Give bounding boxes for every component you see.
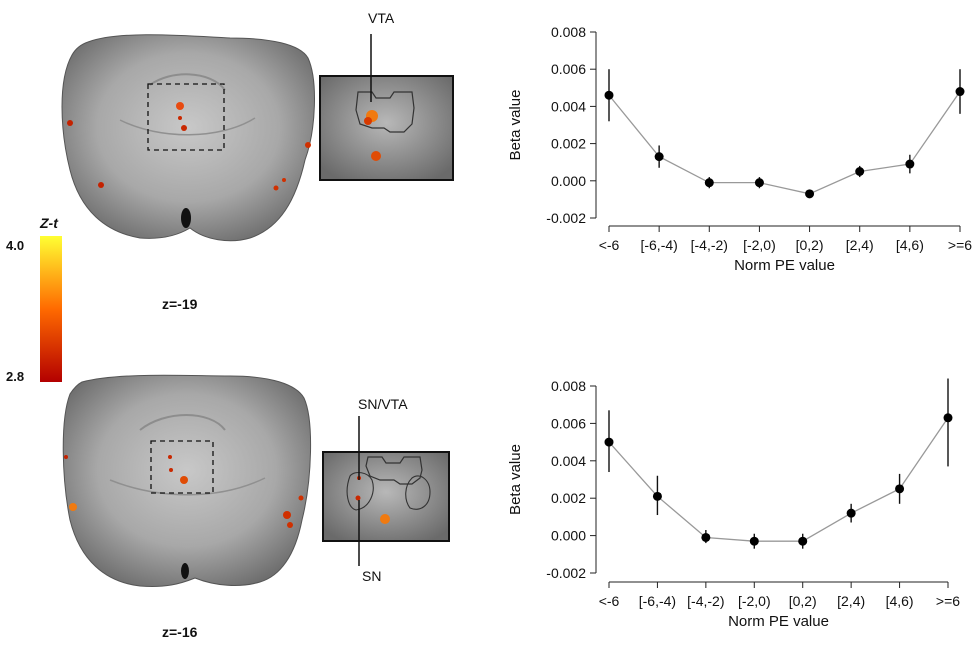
data-point — [943, 413, 953, 423]
x-tick-label: [0,2) — [796, 237, 824, 253]
roi-box-top — [147, 83, 225, 151]
x-tick-label: [0,2) — [789, 593, 817, 609]
brain-figure-top — [61, 34, 454, 242]
x-tick-label: [-6,-4) — [639, 593, 676, 609]
brain-figure-bottom — [62, 374, 450, 587]
y-tick-label: -0.002 — [546, 565, 586, 581]
y-tick-label: 0.002 — [551, 136, 586, 152]
x-axis-label: Norm PE value — [734, 257, 835, 274]
data-point — [749, 536, 759, 546]
series-line — [608, 91, 961, 195]
x-tick-label: [-2,0) — [743, 237, 776, 253]
data-point — [855, 167, 865, 176]
y-tick-label: 0.004 — [551, 98, 586, 114]
data-point — [604, 437, 614, 447]
series-line — [608, 417, 949, 542]
data-point — [955, 87, 965, 97]
vta-label: VTA — [368, 10, 395, 26]
y-tick-label: 0.000 — [551, 173, 586, 189]
data-point — [846, 508, 856, 518]
activation-blobs-bottom — [64, 455, 304, 528]
data-point — [704, 178, 714, 188]
colorbar-title: Z-t — [40, 215, 58, 231]
data-point — [905, 159, 915, 169]
x-tick-label: [-6,-4) — [640, 237, 677, 253]
y-tick-label: 0.004 — [551, 453, 586, 469]
data-point — [604, 90, 614, 100]
x-tick-label: <-6 — [599, 593, 620, 609]
x-tick-label: [2,4) — [846, 237, 874, 253]
y-tick-label: 0.002 — [551, 490, 586, 506]
y-tick-label: 0.006 — [551, 61, 586, 77]
y-axis-label: Beta value — [507, 90, 524, 161]
x-tick-label: [2,4) — [837, 593, 865, 609]
data-point — [895, 484, 905, 494]
sn-outline-left — [346, 471, 374, 511]
y-tick-label: 0.000 — [551, 528, 586, 544]
y-tick-label: 0.008 — [551, 378, 586, 394]
roi-box-bottom — [150, 440, 214, 494]
x-tick-label: [4,6) — [896, 237, 924, 253]
sn-label: SN — [362, 568, 382, 584]
x-tick-label: [-4,-2) — [691, 237, 728, 253]
y-tick-label: 0.006 — [551, 415, 586, 431]
x-tick-label: [-4,-2) — [687, 593, 724, 609]
brain-slice-top — [61, 34, 315, 242]
y-axis-label: Beta value — [507, 444, 524, 515]
x-tick-label: <-6 — [599, 237, 620, 253]
activation-blobs-top — [67, 102, 311, 191]
data-point — [652, 491, 662, 501]
slice-label-bottom: z=-16 — [162, 624, 198, 640]
sn-vta-label: SN/VTA — [358, 396, 408, 412]
inset-box-top — [319, 75, 454, 181]
data-point — [805, 189, 815, 199]
vta-outline — [355, 91, 415, 133]
inset-box-bottom — [322, 451, 450, 542]
beta-chart-top: 0.008 0.006 0.004 0.002 0.000 -0.002 <-6 [-6,-4… — [507, 24, 972, 274]
colorbar-min-label: 2.8 — [6, 369, 25, 384]
colorbar — [40, 236, 62, 382]
x-axis-label: Norm PE value — [728, 613, 829, 630]
slice-label-top: z=-19 — [162, 296, 198, 312]
x-tick-label: [4,6) — [886, 593, 914, 609]
data-point — [798, 536, 808, 546]
x-tick-label: >=6 — [948, 237, 972, 253]
beta-chart-bottom: 0.008 0.006 0.004 0.002 0.000 -0.002 <-6 [-6,-4… — [507, 378, 960, 630]
colorbar-max-label: 4.0 — [6, 238, 25, 253]
data-point — [654, 152, 664, 162]
sn-outline-right — [405, 475, 431, 510]
y-tick-label: -0.002 — [546, 210, 586, 226]
data-point — [754, 178, 764, 188]
x-tick-label: >=6 — [936, 593, 960, 609]
sn-vta-outline — [365, 456, 423, 485]
data-point — [701, 532, 711, 542]
x-tick-label: [-2,0) — [738, 593, 771, 609]
y-tick-label: 0.008 — [551, 24, 586, 40]
